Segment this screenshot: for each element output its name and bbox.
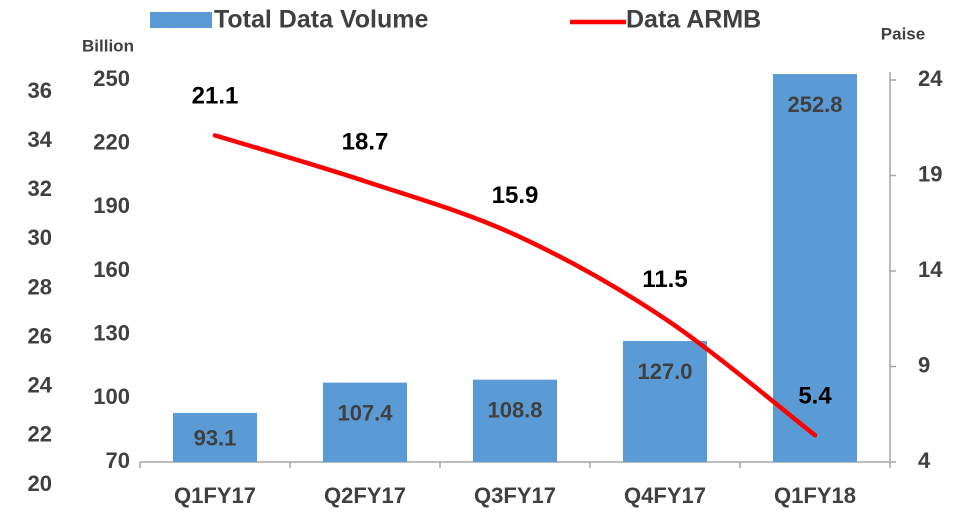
- legend-label: Data ARMB: [626, 6, 761, 34]
- x-tick-label: Q1FY18: [774, 483, 856, 508]
- y-axis-label: Billion: [82, 36, 134, 55]
- y2-tick-label: 19: [918, 161, 942, 186]
- x-tick-label: Q3FY17: [474, 483, 556, 508]
- y-tick-label: 100: [93, 384, 130, 409]
- y-tick-label: 190: [93, 193, 130, 218]
- y2-tick-label: 9: [918, 352, 930, 377]
- y3-tick-label: 22: [28, 422, 52, 447]
- x-tick-label: Q2FY17: [324, 483, 406, 508]
- y-tick-label: 130: [93, 320, 130, 345]
- y3-tick-label: 34: [28, 127, 53, 152]
- bar: [473, 379, 557, 462]
- bar: [323, 382, 407, 462]
- bar: [173, 412, 257, 462]
- y3-tick-label: 28: [28, 274, 52, 299]
- bar-value-label: 108.8: [487, 397, 542, 422]
- y2-tick-label: 4: [918, 448, 931, 473]
- y3-tick-label: 32: [28, 176, 52, 201]
- bar-value-label: 252.8: [787, 92, 842, 117]
- x-tick-label: Q4FY17: [624, 483, 706, 508]
- line-value-label: 5.4: [798, 383, 832, 410]
- y3-tick-label: 20: [28, 471, 52, 496]
- bar-value-label: 127.0: [637, 359, 692, 384]
- legend-label: Total Data Volume: [214, 6, 428, 34]
- y-tick-label: 250: [93, 66, 130, 91]
- y3-tick-label: 36: [28, 78, 52, 103]
- y3-tick-label: 30: [28, 225, 52, 250]
- x-tick-label: Q1FY17: [174, 483, 256, 508]
- y-tick-label: 220: [93, 129, 130, 154]
- y2-tick-label: 14: [918, 257, 943, 282]
- legend-swatch: [150, 12, 212, 28]
- y2-tick-label: 24: [918, 66, 943, 91]
- bar-value-label: 93.1: [194, 425, 237, 450]
- y-tick-label: 160: [93, 257, 130, 282]
- bar-value-label: 107.4: [337, 400, 393, 425]
- line-value-label: 21.1: [192, 83, 239, 110]
- y3-tick-label: 26: [28, 323, 52, 348]
- y2-axis-label: Paise: [881, 24, 925, 43]
- y-tick-label: 70: [106, 448, 130, 473]
- bar: [773, 74, 857, 463]
- line-value-label: 11.5: [642, 266, 687, 293]
- bar: [623, 341, 707, 462]
- line-value-label: 18.7: [342, 129, 389, 156]
- line-value-label: 15.9: [492, 182, 539, 209]
- y3-tick-label: 24: [28, 373, 53, 398]
- line: [212, 133, 818, 438]
